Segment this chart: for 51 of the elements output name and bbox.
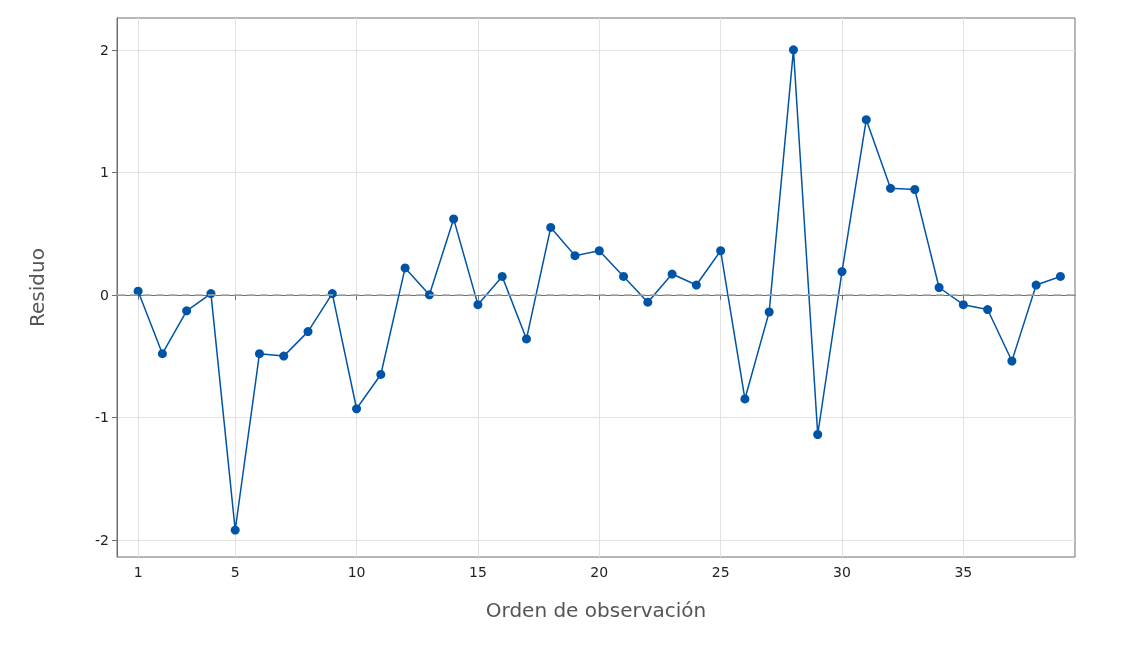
point [352,404,362,414]
point [400,263,410,273]
x-tick-label: 5 [230,564,240,580]
point [643,297,653,307]
point [740,394,750,404]
point [667,269,677,279]
point [473,300,483,310]
y-axis-title: Residuo [25,248,49,327]
point [449,214,459,224]
point [861,115,871,125]
point [303,327,313,337]
point [691,280,701,290]
y-tick-label: -1 [95,409,109,426]
point [716,246,726,256]
point [934,283,944,292]
x-tick-label: 25 [711,564,730,580]
x-tick-label: 30 [833,564,851,580]
point [764,307,774,317]
point [958,300,968,310]
y-tick-label: -2 [95,531,109,548]
x-tick-label: 15 [469,564,487,580]
x-tick-label: 20 [590,564,609,580]
y-tick-label: 2 [100,41,109,58]
point [376,369,386,379]
point [837,267,847,277]
point [570,251,580,261]
point [788,45,798,55]
x-tick-label: 1 [133,564,143,580]
x-tick-label: 35 [954,564,973,580]
point [279,351,289,361]
point [1007,356,1017,366]
point [1055,271,1065,281]
point [182,306,192,316]
point [1031,280,1041,290]
point [619,271,629,281]
point [497,271,507,281]
y-tick-label: 1 [100,164,109,181]
point [594,246,604,256]
x-tick-label: 10 [347,564,366,580]
point [157,349,167,359]
point [254,349,264,359]
point [546,222,556,232]
point [133,286,143,296]
point [983,305,993,315]
point [886,183,896,193]
x-axis-title: Orden de observación [485,598,707,622]
point [813,430,823,439]
point [230,525,240,535]
point [910,185,920,194]
y-tick-label: 0 [100,286,109,303]
point [521,334,531,344]
